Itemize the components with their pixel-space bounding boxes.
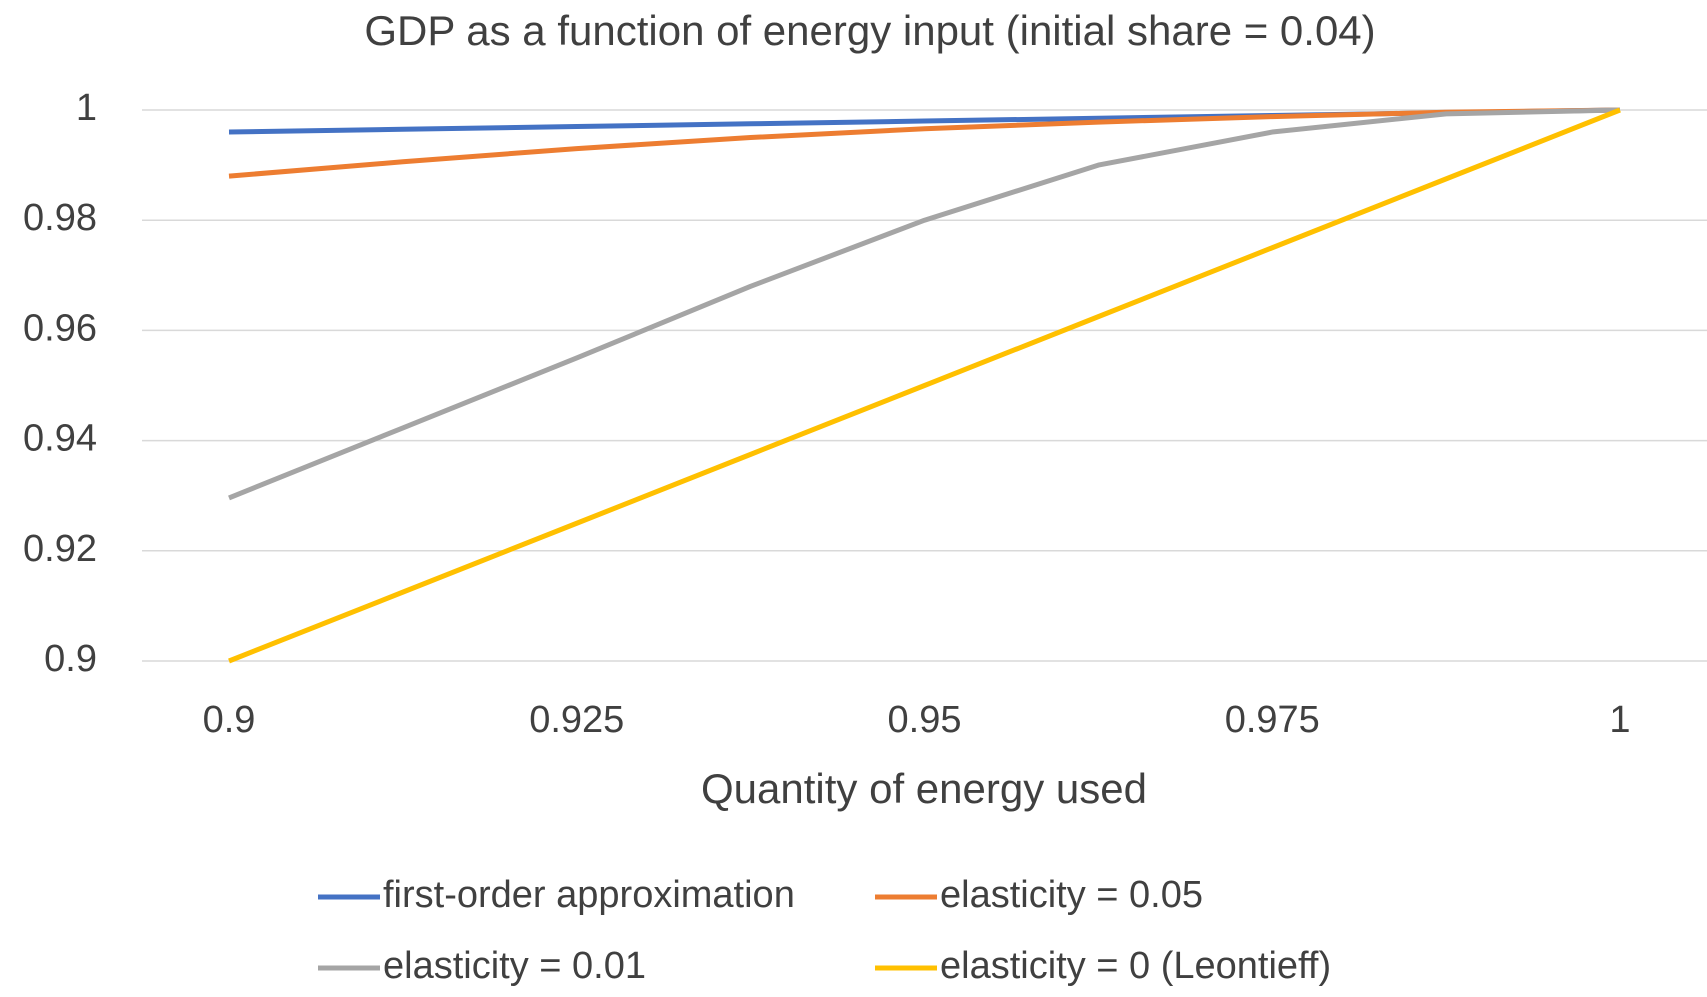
y-tick-label: 0.92 bbox=[23, 528, 97, 570]
legend-label: elasticity = 0.01 bbox=[383, 945, 646, 987]
y-tick-label: 0.94 bbox=[23, 418, 97, 460]
x-tick-label: 1 bbox=[1609, 699, 1630, 741]
x-tick-label: 0.9 bbox=[203, 699, 256, 741]
chart-title: GDP as a function of energy input (initi… bbox=[364, 7, 1375, 54]
x-tick-label: 0.975 bbox=[1225, 699, 1320, 741]
legend-label: first-order approximation bbox=[383, 874, 795, 916]
x-tick-label: 0.925 bbox=[529, 699, 624, 741]
x-tick-label: 0.95 bbox=[888, 699, 962, 741]
y-tick-label: 0.98 bbox=[23, 197, 97, 239]
y-tick-label: 1 bbox=[76, 87, 97, 129]
x-axis-label: Quantity of energy used bbox=[701, 765, 1147, 812]
series-line bbox=[228, 107, 1621, 501]
y-tick-label: 0.9 bbox=[44, 638, 97, 680]
series-line bbox=[228, 107, 1621, 179]
legend-label: elasticity = 0.05 bbox=[940, 874, 1203, 916]
y-tick-label: 0.96 bbox=[23, 307, 97, 349]
series-line bbox=[228, 107, 1621, 664]
legend-label: elasticity = 0 (Leontieff) bbox=[940, 945, 1331, 987]
